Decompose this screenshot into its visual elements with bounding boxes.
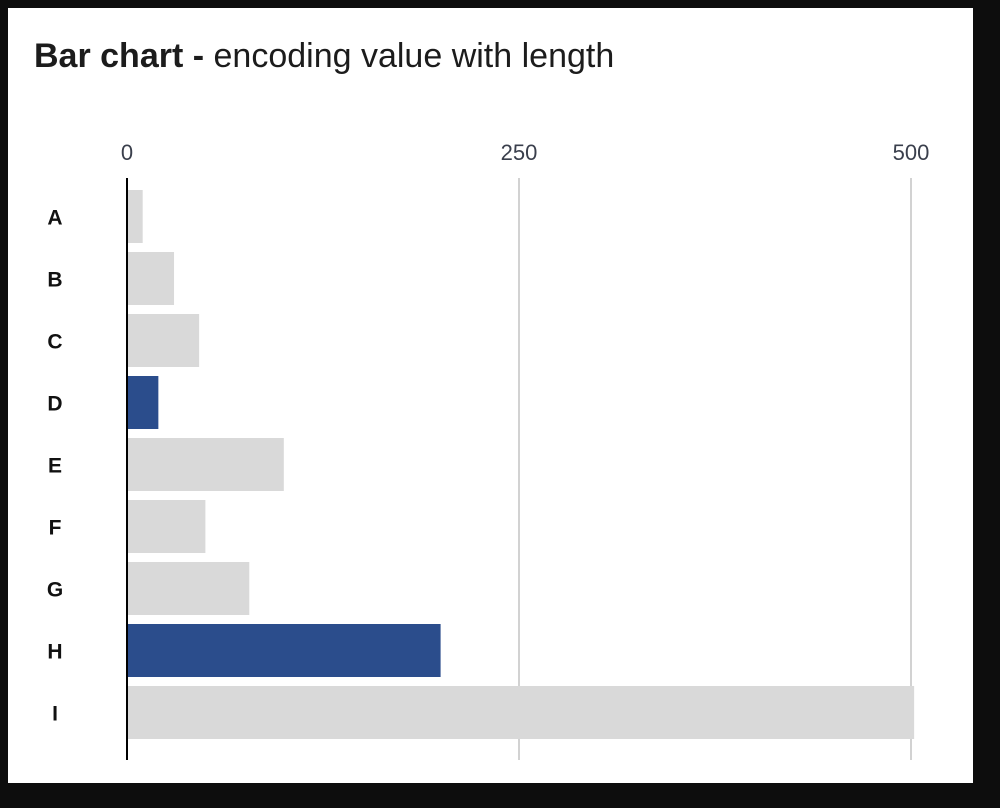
- category-label-A: A: [47, 207, 62, 230]
- bar-A: [127, 190, 143, 243]
- category-label-C: C: [47, 331, 62, 354]
- x-tick-label-0: 0: [121, 140, 133, 165]
- category-label-B: B: [47, 269, 62, 292]
- category-label-F: F: [49, 517, 62, 540]
- bar-chart: 0 250 500 A B C D E F G H I: [8, 8, 973, 783]
- x-tick-label-500: 500: [893, 140, 930, 165]
- bar-H: [127, 624, 441, 677]
- chart-card: Bar chart - encoding value with length 0…: [8, 8, 973, 783]
- bar-D: [127, 376, 158, 429]
- bar-B: [127, 252, 174, 305]
- bar-C: [127, 314, 199, 367]
- bar-I: [127, 686, 914, 739]
- bar-G: [127, 562, 249, 615]
- category-label-E: E: [48, 455, 62, 478]
- x-tick-label-250: 250: [501, 140, 538, 165]
- category-label-H: H: [47, 641, 62, 664]
- category-label-I: I: [52, 703, 58, 726]
- bar-F: [127, 500, 205, 553]
- category-label-G: G: [47, 579, 63, 602]
- category-label-D: D: [47, 393, 62, 416]
- bar-E: [127, 438, 284, 491]
